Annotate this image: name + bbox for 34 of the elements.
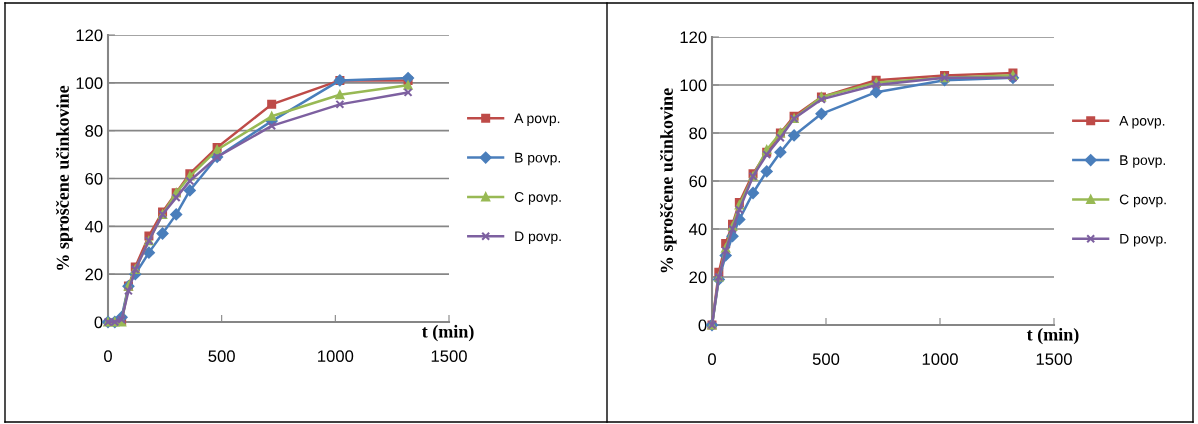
x-axis-title: t (min) bbox=[1026, 327, 1079, 345]
y-tick-label: 80 bbox=[85, 125, 103, 137]
y-tick-label: 0 bbox=[94, 316, 103, 329]
y-tick-label: 20 bbox=[689, 271, 707, 284]
y-tick-label: 80 bbox=[689, 127, 707, 140]
x-tick-label: 0 bbox=[708, 353, 716, 366]
x-tick-label: 1000 bbox=[922, 353, 958, 366]
x-tick-label: 1500 bbox=[1036, 353, 1072, 366]
y-axis-title: % sproščene učinkovine bbox=[659, 88, 677, 273]
y-tick-label: 0 bbox=[698, 319, 707, 332]
legend-label: A povp. bbox=[514, 113, 560, 126]
legend-label: C povp. bbox=[1119, 194, 1166, 208]
y-tick-label: 40 bbox=[688, 223, 707, 236]
x-tick-label: 1000 bbox=[318, 350, 354, 363]
x-tick-label: 0 bbox=[104, 350, 112, 363]
y-tick-label: 120 bbox=[76, 29, 103, 42]
y-tick-label: 100 bbox=[76, 77, 103, 90]
y-tick-label: 60 bbox=[689, 175, 707, 188]
x-tick-label: 1500 bbox=[431, 350, 467, 363]
y-tick-label: 100 bbox=[680, 79, 707, 92]
legend-label: A povp. bbox=[1119, 116, 1165, 129]
legend-label: B povp. bbox=[515, 152, 560, 166]
x-tick-label: 500 bbox=[208, 350, 235, 363]
x-tick-label: 500 bbox=[812, 353, 840, 366]
legend-label: D povp. bbox=[515, 231, 561, 244]
y-tick-label: 40 bbox=[84, 220, 103, 233]
legend-label: C povp. bbox=[514, 192, 561, 205]
y-tick-label: 60 bbox=[85, 172, 103, 185]
y-tick-label: 120 bbox=[680, 31, 707, 44]
x-axis-title: t (min) bbox=[422, 324, 474, 342]
legend-label: D povp. bbox=[1120, 234, 1166, 247]
y-axis-title: % sproščene učinkovine bbox=[55, 85, 73, 270]
y-tick-label: 20 bbox=[85, 268, 103, 281]
legend-label: B povp. bbox=[1120, 155, 1165, 168]
